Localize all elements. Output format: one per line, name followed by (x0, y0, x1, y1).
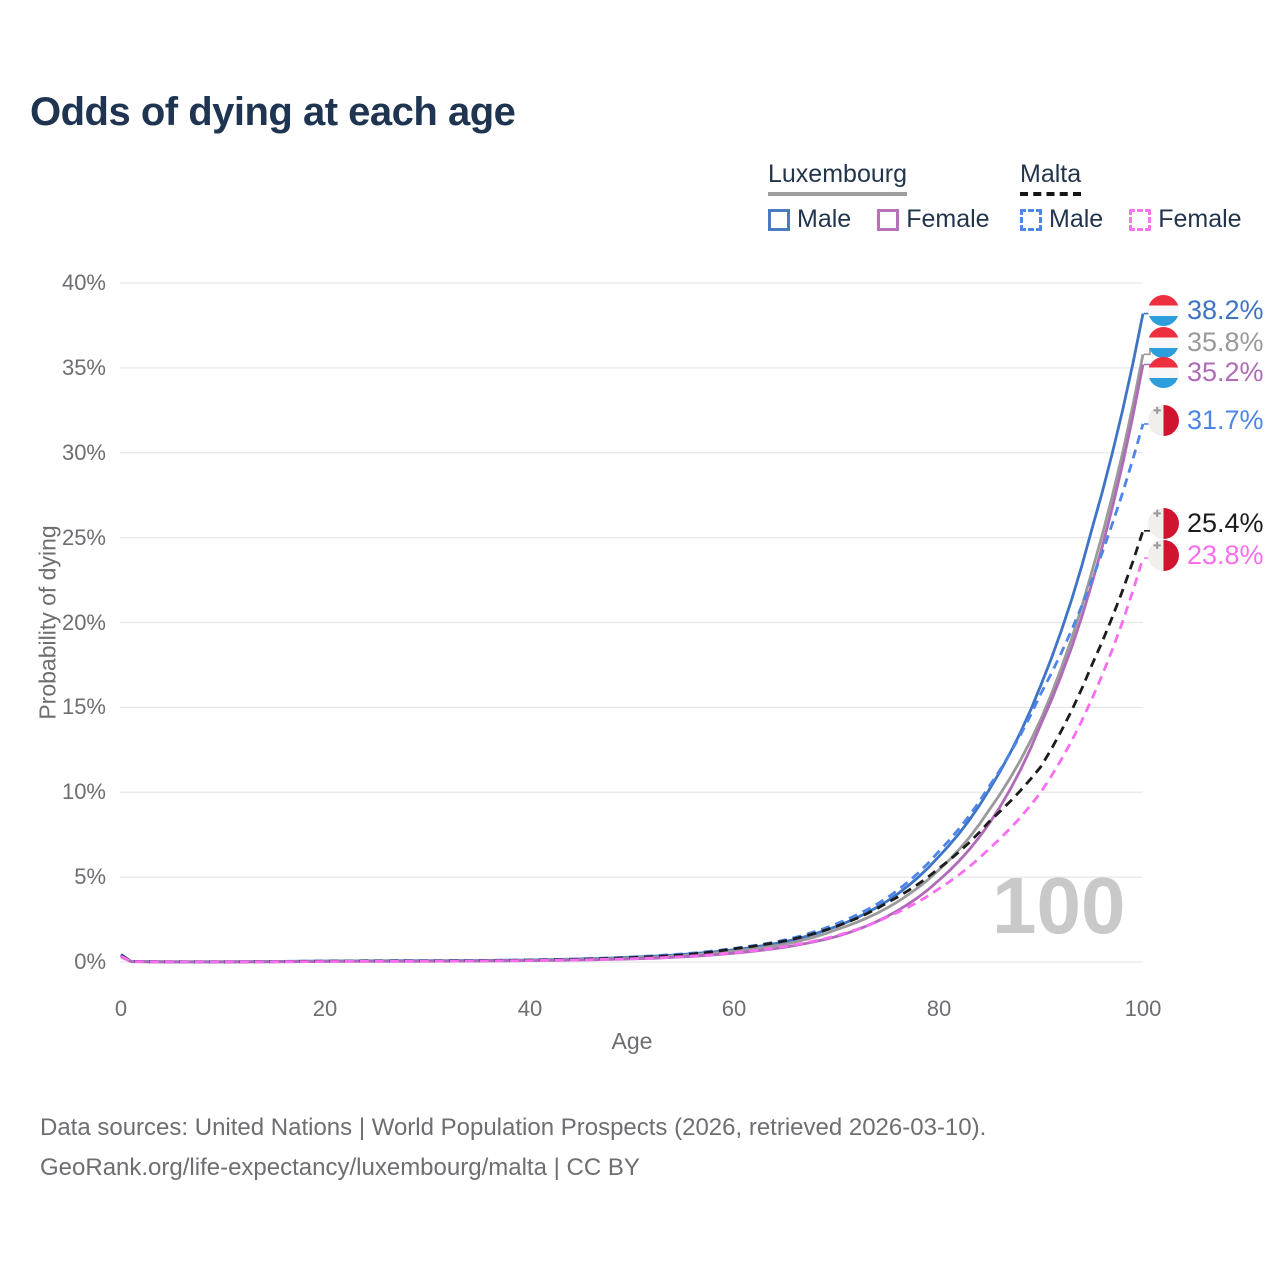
luxembourg-flag-icon (1148, 294, 1179, 326)
malta-male-swatch-icon (1020, 208, 1042, 231)
luxembourg-flag-icon (1148, 356, 1179, 388)
data-sources-footer: Data sources: United Nations | World Pop… (40, 1108, 986, 1188)
x-axis-label: Age (611, 1028, 653, 1054)
y-tick-0: 0% (74, 949, 106, 974)
legend-item-luxembourg-male[interactable]: Male (768, 205, 851, 234)
y-axis-label: Probability of dying (34, 525, 61, 720)
malta-flag-icon (1148, 539, 1179, 571)
legend-item-label: Female (1158, 205, 1242, 233)
x-tick-100: 100 (1124, 996, 1162, 1021)
curve-luxembourg-female (120, 364, 1145, 964)
curve-malta-total (120, 530, 1145, 964)
end-label-luxembourg-total: 35.8% (1148, 326, 1264, 358)
luxembourg-female-swatch-icon (877, 208, 900, 231)
malta-flag-icon (1148, 404, 1179, 436)
end-label-malta-female: 23.8% (1148, 539, 1264, 571)
y-tick-15: 15% (61, 694, 106, 719)
page-title: Odds of dying at each age (30, 90, 516, 134)
footer-line-1: Data sources: United Nations | World Pop… (40, 1114, 987, 1141)
y-tick-40: 40% (61, 270, 106, 295)
legend-item-label: Female (906, 205, 990, 233)
curve-malta-female (120, 557, 1145, 964)
y-tick-30: 30% (61, 440, 106, 465)
legend-header-luxembourg: Luxembourg (768, 160, 907, 196)
luxembourg-male-swatch-icon (768, 208, 790, 231)
x-tick-20: 20 (312, 996, 338, 1021)
curve-malta-male (120, 423, 1145, 964)
footer-line-2: GeoRank.org/life-expectancy/luxembourg/m… (40, 1154, 640, 1181)
legend-group-luxembourg: Luxembourg Male Female (768, 160, 990, 234)
end-label-malta-total: 25.4% (1148, 507, 1264, 539)
end-label-malta-male: 31.7% (1148, 404, 1264, 436)
x-tick-0: 0 (114, 996, 128, 1021)
x-tick-80: 80 (926, 996, 952, 1021)
y-tick-20: 20% (61, 610, 106, 635)
legend-item-luxembourg-female[interactable]: Female (877, 205, 990, 234)
y-tick-5: 5% (74, 864, 106, 889)
end-label-luxembourg-female: 35.2% (1148, 356, 1264, 388)
x-tick-40: 40 (517, 996, 543, 1021)
legend-item-malta-female[interactable]: Female (1129, 205, 1242, 234)
malta-female-swatch-icon (1129, 208, 1152, 231)
legend-item-label: Male (797, 205, 852, 233)
legend-item-malta-male[interactable]: Male (1020, 205, 1103, 234)
legend-header-malta: Malta (1020, 160, 1082, 196)
malta-flag-icon (1148, 507, 1179, 539)
luxembourg-flag-icon (1148, 326, 1179, 358)
legend-item-label: Male (1049, 205, 1104, 233)
age-counter-watermark: 100 (992, 861, 1126, 950)
end-label-luxembourg-male: 38.2% (1148, 294, 1264, 326)
y-tick-10: 10% (61, 779, 106, 804)
y-tick-25: 25% (61, 525, 106, 550)
x-tick-60: 60 (721, 996, 747, 1021)
y-tick-35: 35% (61, 355, 106, 380)
legend-group-malta: Malta Male Female (1020, 160, 1242, 234)
curve-luxembourg-male (120, 313, 1145, 964)
curve-luxembourg-total (120, 354, 1145, 964)
